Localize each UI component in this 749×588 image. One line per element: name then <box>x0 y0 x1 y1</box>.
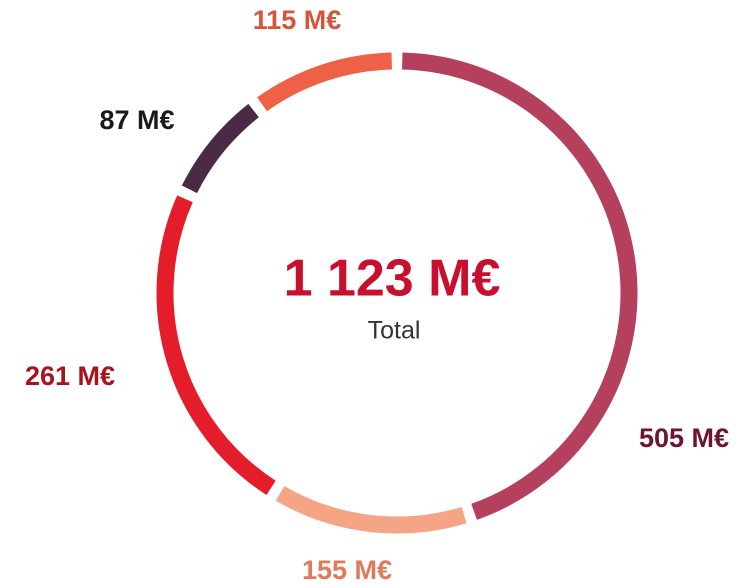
donut-segment <box>257 52 393 112</box>
value-label: 155 M€ <box>302 555 392 585</box>
center-subtitle: Total <box>368 317 421 345</box>
donut-segment <box>156 195 276 495</box>
value-label: 261 M€ <box>25 361 115 391</box>
donut-segment <box>275 486 467 534</box>
value-label: 87 M€ <box>99 105 174 135</box>
value-label: 505 M€ <box>639 423 729 453</box>
donut-segment <box>402 52 638 520</box>
donut-segment <box>181 103 259 194</box>
value-label: 115 M€ <box>253 5 342 35</box>
center-title: 1 123 M€ <box>284 250 501 308</box>
